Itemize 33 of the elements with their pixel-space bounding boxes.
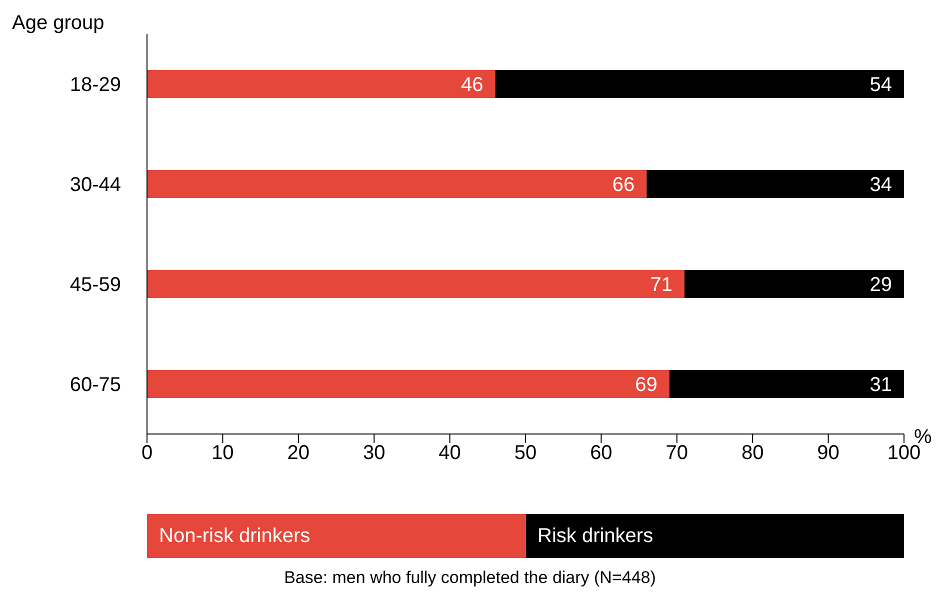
bar	[147, 70, 496, 98]
data-label: 46	[460, 74, 484, 96]
x-tick-label: 70	[666, 442, 688, 464]
text: Base: men who fully completed the diary (N=448)	[283, 568, 657, 588]
x-tick-label: 20	[287, 442, 310, 464]
data-label: 69	[635, 374, 658, 396]
bar	[669, 370, 904, 398]
x-tick-label: 90	[817, 442, 840, 464]
data-label: 71	[650, 274, 672, 296]
x-tick-label: 30	[362, 442, 386, 464]
bar	[147, 270, 684, 298]
y-tick-label: 18-29	[70, 74, 121, 96]
y-tick-label: 45-59	[70, 274, 121, 296]
x-tick-label: 0	[141, 442, 153, 464]
y-axis-title: Age group	[12, 12, 104, 35]
x-tick-label: 80	[741, 442, 764, 464]
bar	[646, 170, 904, 198]
data-label: 34	[870, 174, 892, 196]
y-tick-label: 30-44	[70, 174, 121, 196]
data-label: 54	[870, 74, 892, 96]
x-tick-label: 40	[438, 442, 461, 464]
bar	[147, 370, 670, 398]
data-label: 66	[612, 174, 635, 196]
bar	[147, 170, 647, 198]
y-tick-label: 60-75	[70, 374, 121, 396]
x-tick-label: 10	[212, 442, 234, 464]
bar	[684, 270, 904, 298]
bar	[495, 70, 904, 98]
data-label: 29	[870, 274, 892, 296]
x-tick-label: 50	[514, 442, 537, 464]
x-tick-label: 60	[590, 442, 612, 464]
data-label: 31	[870, 374, 892, 396]
legend: Non-risk drinkers Risk drinkers	[147, 514, 904, 558]
